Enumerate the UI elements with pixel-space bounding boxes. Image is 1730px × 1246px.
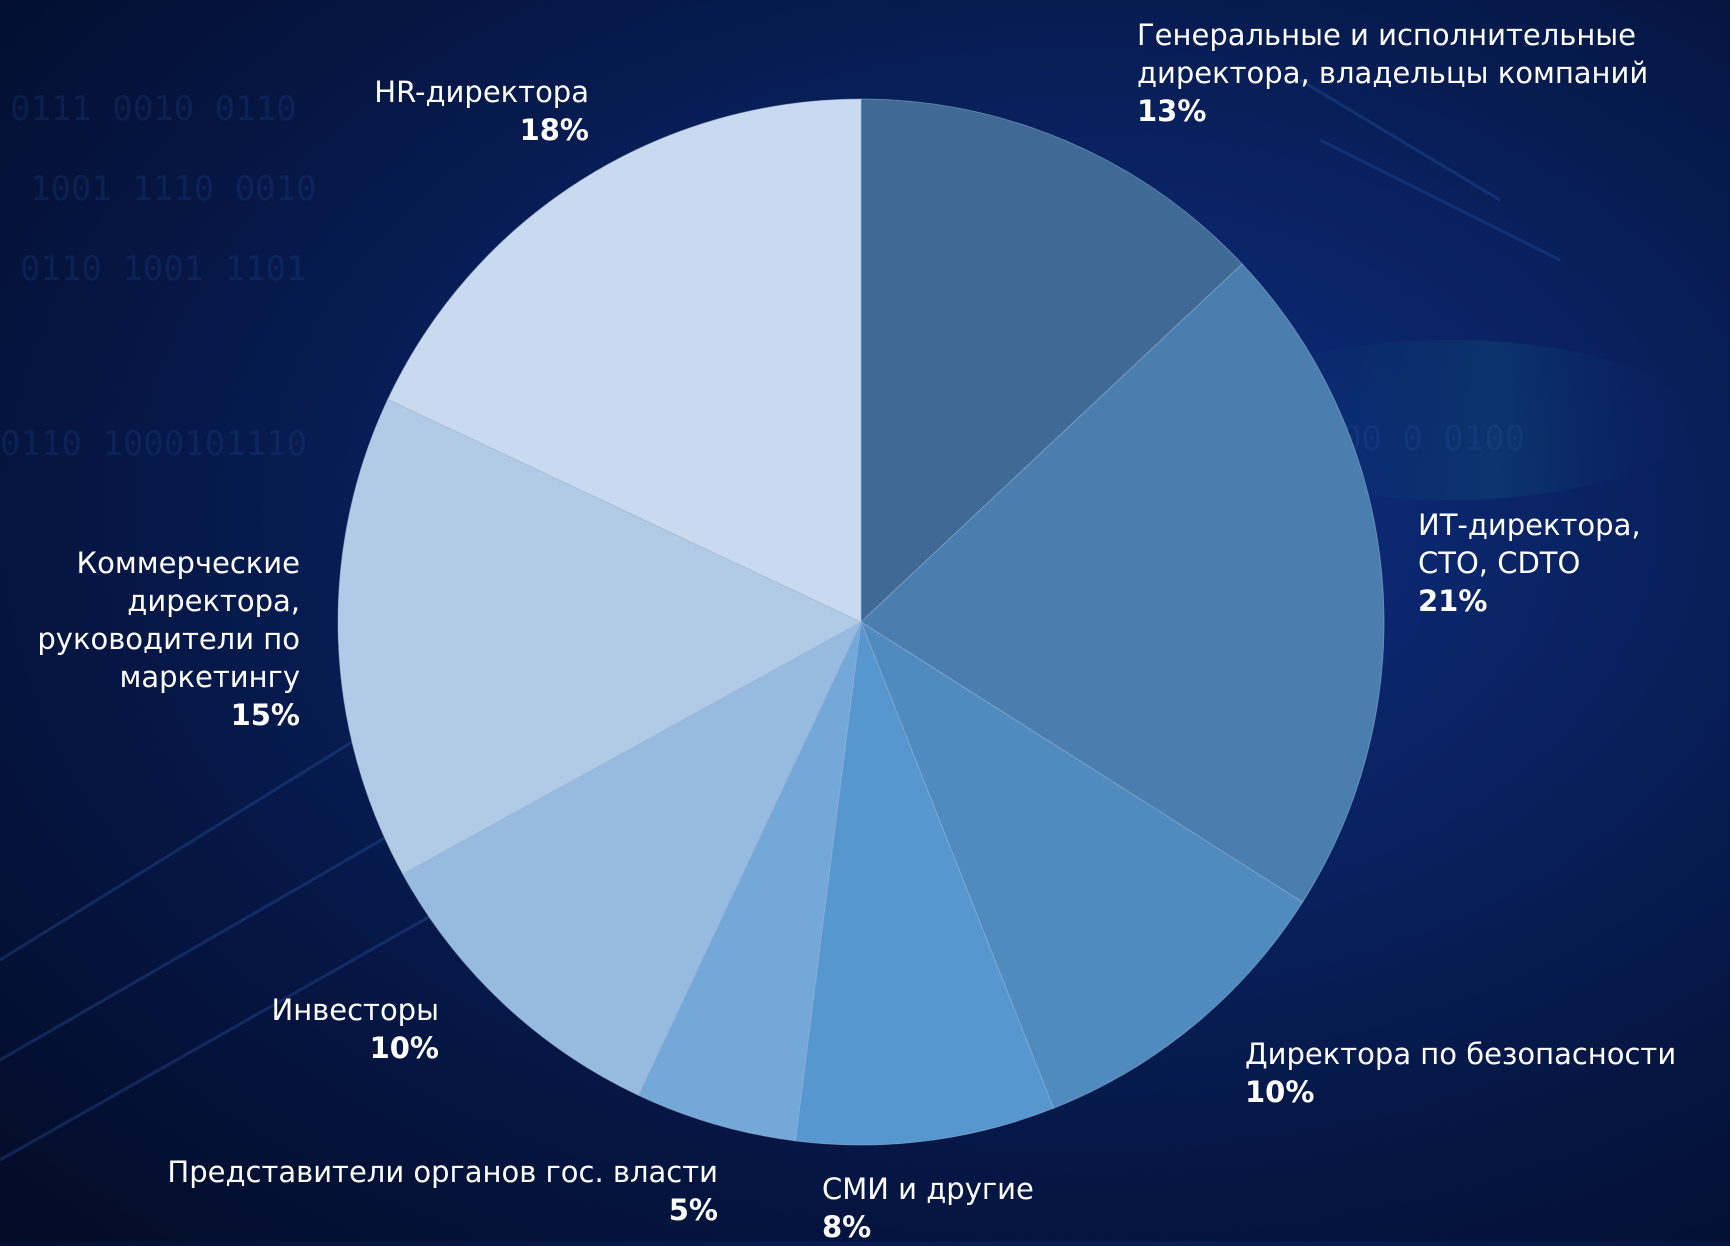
slice-value-security: 10%: [1245, 1075, 1315, 1109]
slice-label-investors: Инвесторы 10%: [271, 993, 439, 1065]
slice-value-government: 5%: [668, 1193, 718, 1227]
pie-slice-commercial: [337, 398, 862, 875]
svg-text:0111 0010 0110: 0111 0010 0110: [10, 89, 297, 129]
slice-label-ceo: Генеральные и исполнительные директора, …: [1137, 18, 1649, 128]
pie-slice-security: [860, 621, 1304, 1109]
slice-value-commercial: 15%: [230, 698, 300, 732]
slice-value-hr: 18%: [519, 113, 589, 147]
slice-value-investors: 10%: [369, 1031, 439, 1065]
pie-slice-media: [795, 621, 1055, 1146]
pie-slice-hr: [387, 98, 862, 623]
svg-text:0110 1001 1101: 0110 1001 1101: [20, 249, 307, 289]
slice-label-commercial: Коммерческие директора, руководители по …: [37, 546, 300, 732]
pie-slice-it: [860, 263, 1385, 903]
svg-text:0110 1000101110: 0110 1000101110: [0, 424, 307, 464]
slice-value-ceo: 13%: [1137, 94, 1207, 128]
slice-value-it: 21%: [1418, 584, 1488, 618]
slice-label-government: Представители органов гос. власти 5%: [167, 1155, 718, 1227]
svg-text:1001 1110 0010: 1001 1110 0010: [30, 169, 317, 209]
pie-slice-investors: [402, 621, 862, 1096]
pie-slice-government: [637, 621, 862, 1142]
slice-value-media: 8%: [822, 1210, 872, 1244]
slice-label-it: ИТ-директора, CTO, CDTO 21%: [1418, 508, 1641, 618]
pie-slice-ceo: [860, 98, 1243, 623]
slice-label-security: Директора по безопасности 10%: [1245, 1037, 1677, 1109]
slice-label-media: СМИ и другие 8%: [822, 1172, 1034, 1244]
slice-label-hr: HR-директора 18%: [374, 75, 589, 147]
